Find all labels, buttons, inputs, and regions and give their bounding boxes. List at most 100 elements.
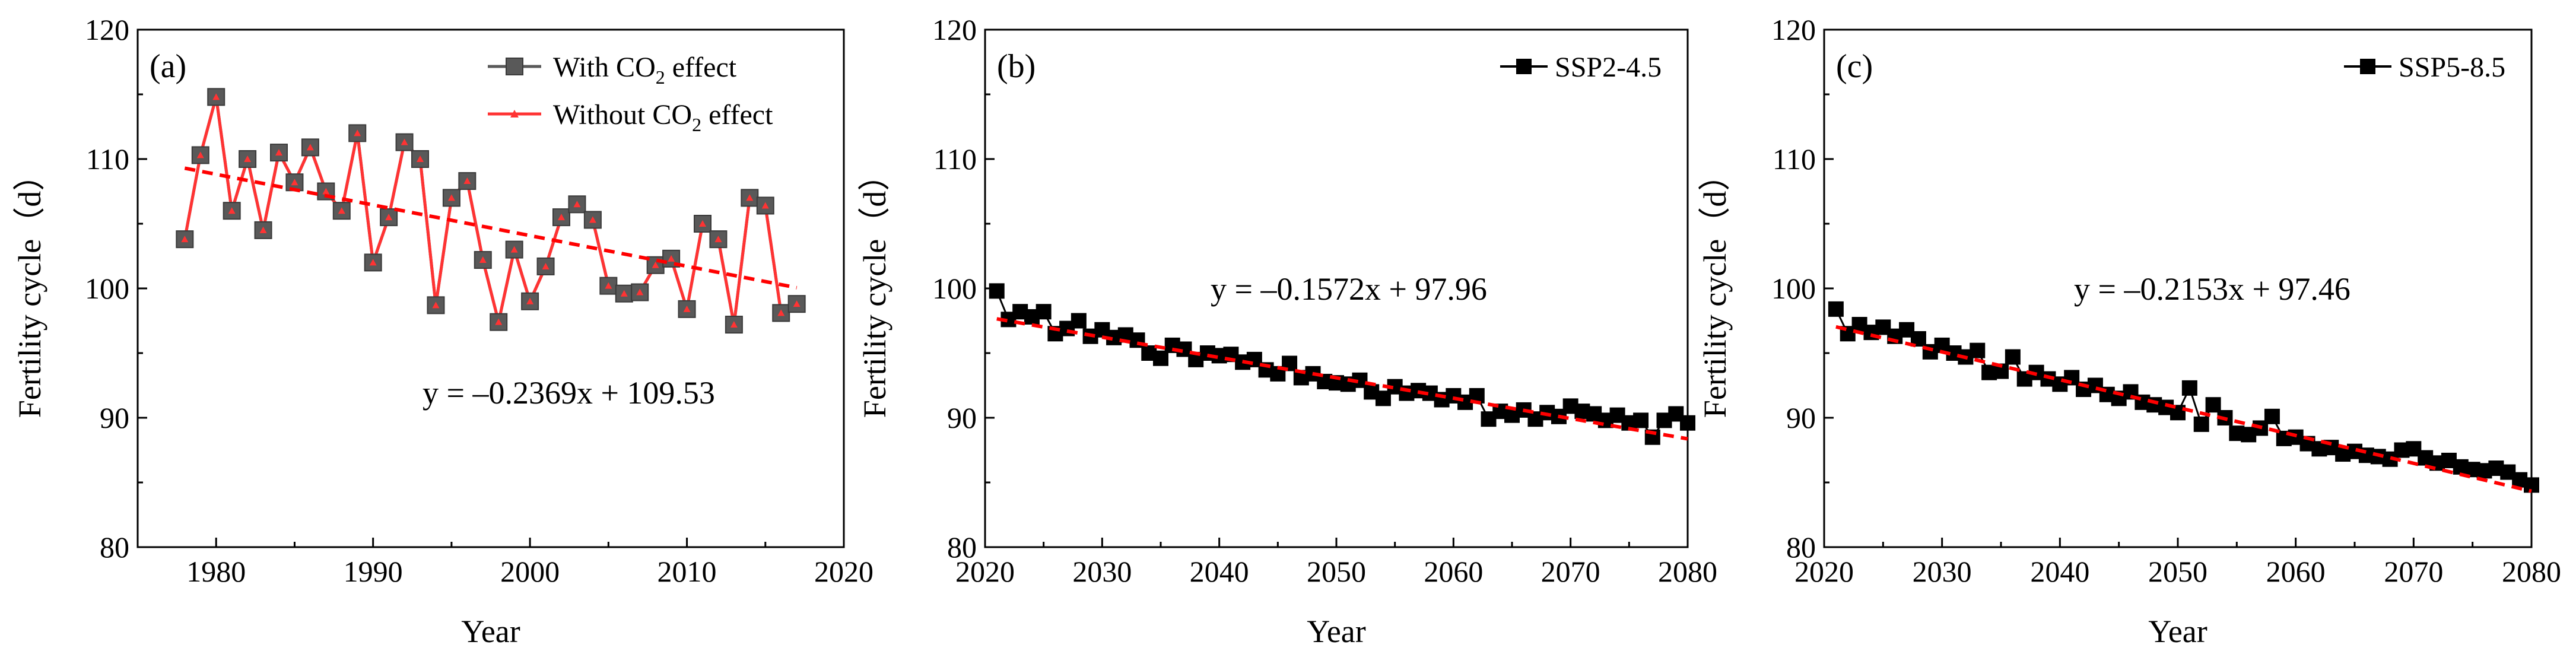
point-without-co2 — [777, 309, 785, 316]
point-without-co2 — [510, 246, 518, 253]
point-without-co2 — [495, 318, 503, 325]
data-point — [2264, 408, 2280, 424]
point-without-co2 — [338, 207, 345, 214]
x-tick-label: 2070 — [1541, 555, 1600, 588]
point-without-co2 — [573, 201, 581, 208]
y-tick-label: 80 — [947, 531, 977, 564]
x-tick-label: 2070 — [2384, 555, 2443, 588]
y-tick-label: 100 — [1771, 272, 1816, 305]
point-without-co2 — [244, 155, 252, 162]
data-point — [1036, 304, 1052, 320]
point-without-co2 — [432, 301, 440, 309]
y-tick-label: 110 — [1773, 142, 1816, 176]
point-without-co2 — [385, 214, 393, 221]
data-point — [1071, 313, 1087, 329]
point-without-co2 — [636, 288, 644, 296]
x-tick-label: 2010 — [658, 555, 717, 588]
point-without-co2 — [417, 155, 424, 162]
point-without-co2 — [401, 138, 408, 145]
data-point — [989, 283, 1005, 299]
point-without-co2 — [212, 93, 220, 100]
point-with-co2 — [787, 295, 806, 313]
y-axis-title: Fertility cycle（d） — [857, 159, 892, 418]
x-tick-label: 2040 — [1190, 555, 1249, 588]
x-tick-label: 1980 — [186, 555, 246, 588]
point-without-co2 — [558, 214, 565, 221]
legend-label: SSP5-8.5 — [2399, 52, 2505, 83]
y-tick-label: 90 — [100, 401, 129, 434]
x-axis-title: Year — [461, 614, 520, 649]
trend-line — [1835, 325, 2532, 493]
x-tick-label: 2030 — [1072, 555, 1132, 588]
x-tick-label: 2000 — [500, 555, 560, 588]
y-tick-label: 100 — [932, 272, 977, 305]
data-point — [1633, 412, 1649, 428]
data-point — [1828, 301, 1844, 317]
panel-label: (a) — [150, 48, 186, 85]
panel-b: 80 90 100 110 120 2020 2030 2040 2050 2060 2070 208… — [857, 13, 1717, 649]
point-without-co2 — [589, 216, 596, 223]
point-without-co2 — [463, 177, 471, 185]
panel-a: 80 90 100 110 120 1980 1990 2000 2010 2020 Year Fer… — [12, 13, 874, 649]
data-point — [2193, 416, 2209, 432]
point-with-co2 — [301, 138, 319, 157]
point-with-co2 — [725, 316, 743, 334]
trend-equation: y = –0.2153x + 97.46 — [2074, 271, 2351, 307]
legend-with-co2-marker — [506, 58, 523, 75]
point-without-co2 — [322, 188, 330, 195]
point-without-co2 — [526, 297, 534, 304]
y-tick-label: 80 — [100, 531, 129, 564]
x-tick-label: 2020 — [955, 555, 1015, 588]
data-point — [1680, 415, 1695, 431]
legend-without-co2-marker — [510, 110, 519, 117]
data-point — [2005, 349, 2021, 365]
point-without-co2 — [542, 262, 549, 269]
trend-line — [996, 317, 1688, 441]
x-tick-label: 2020 — [814, 555, 874, 588]
x-tick-label: 2030 — [1913, 555, 1972, 588]
legend-without-co2-label: Without CO2 effect — [553, 99, 773, 135]
point-without-co2 — [683, 305, 691, 312]
x-axis-title: Year — [2148, 614, 2207, 649]
data-point — [1153, 350, 1168, 366]
x-axis-title: Year — [1307, 614, 1366, 649]
legend-marker — [2360, 59, 2375, 74]
point-without-co2 — [479, 256, 487, 263]
legend-label: SSP2-4.5 — [1555, 52, 1662, 83]
legend-marker — [1516, 59, 1532, 74]
data-point — [2181, 380, 2197, 396]
point-without-co2 — [291, 179, 298, 186]
y-tick-label: 120 — [85, 13, 129, 46]
point-without-co2 — [275, 149, 282, 156]
x-tick-label: 2080 — [1658, 555, 1717, 588]
point-without-co2 — [699, 220, 706, 227]
x-tick-label: 1990 — [344, 555, 403, 588]
point-without-co2 — [761, 202, 769, 209]
point-without-co2 — [306, 144, 314, 151]
point-without-co2 — [746, 194, 754, 201]
y-tick-label: 110 — [933, 142, 977, 176]
panel-label: (b) — [997, 48, 1036, 85]
point-without-co2 — [652, 261, 659, 268]
point-without-co2 — [369, 259, 377, 266]
point-without-co2 — [228, 207, 236, 214]
point-without-co2 — [181, 236, 189, 243]
y-tick-label: 120 — [932, 13, 977, 46]
point-without-co2 — [354, 129, 361, 136]
point-without-co2 — [620, 290, 628, 297]
y-tick-label: 80 — [1786, 531, 1816, 564]
y-tick-label: 110 — [86, 142, 129, 176]
point-without-co2 — [714, 236, 722, 243]
x-tick-label: 2020 — [1794, 555, 1854, 588]
point-without-co2 — [730, 321, 738, 328]
x-tick-label: 2060 — [1424, 555, 1483, 588]
data-point — [1970, 342, 1986, 358]
y-axis-title: Fertility cycle（d） — [12, 159, 47, 418]
point-without-co2 — [447, 194, 455, 201]
point-without-co2 — [793, 300, 801, 307]
point-without-co2 — [668, 255, 675, 262]
point-with-co2 — [458, 172, 477, 190]
panel-c: 80 90 100 110 120 2020 2030 2040 2050 2060 2070 208… — [1697, 13, 2561, 649]
